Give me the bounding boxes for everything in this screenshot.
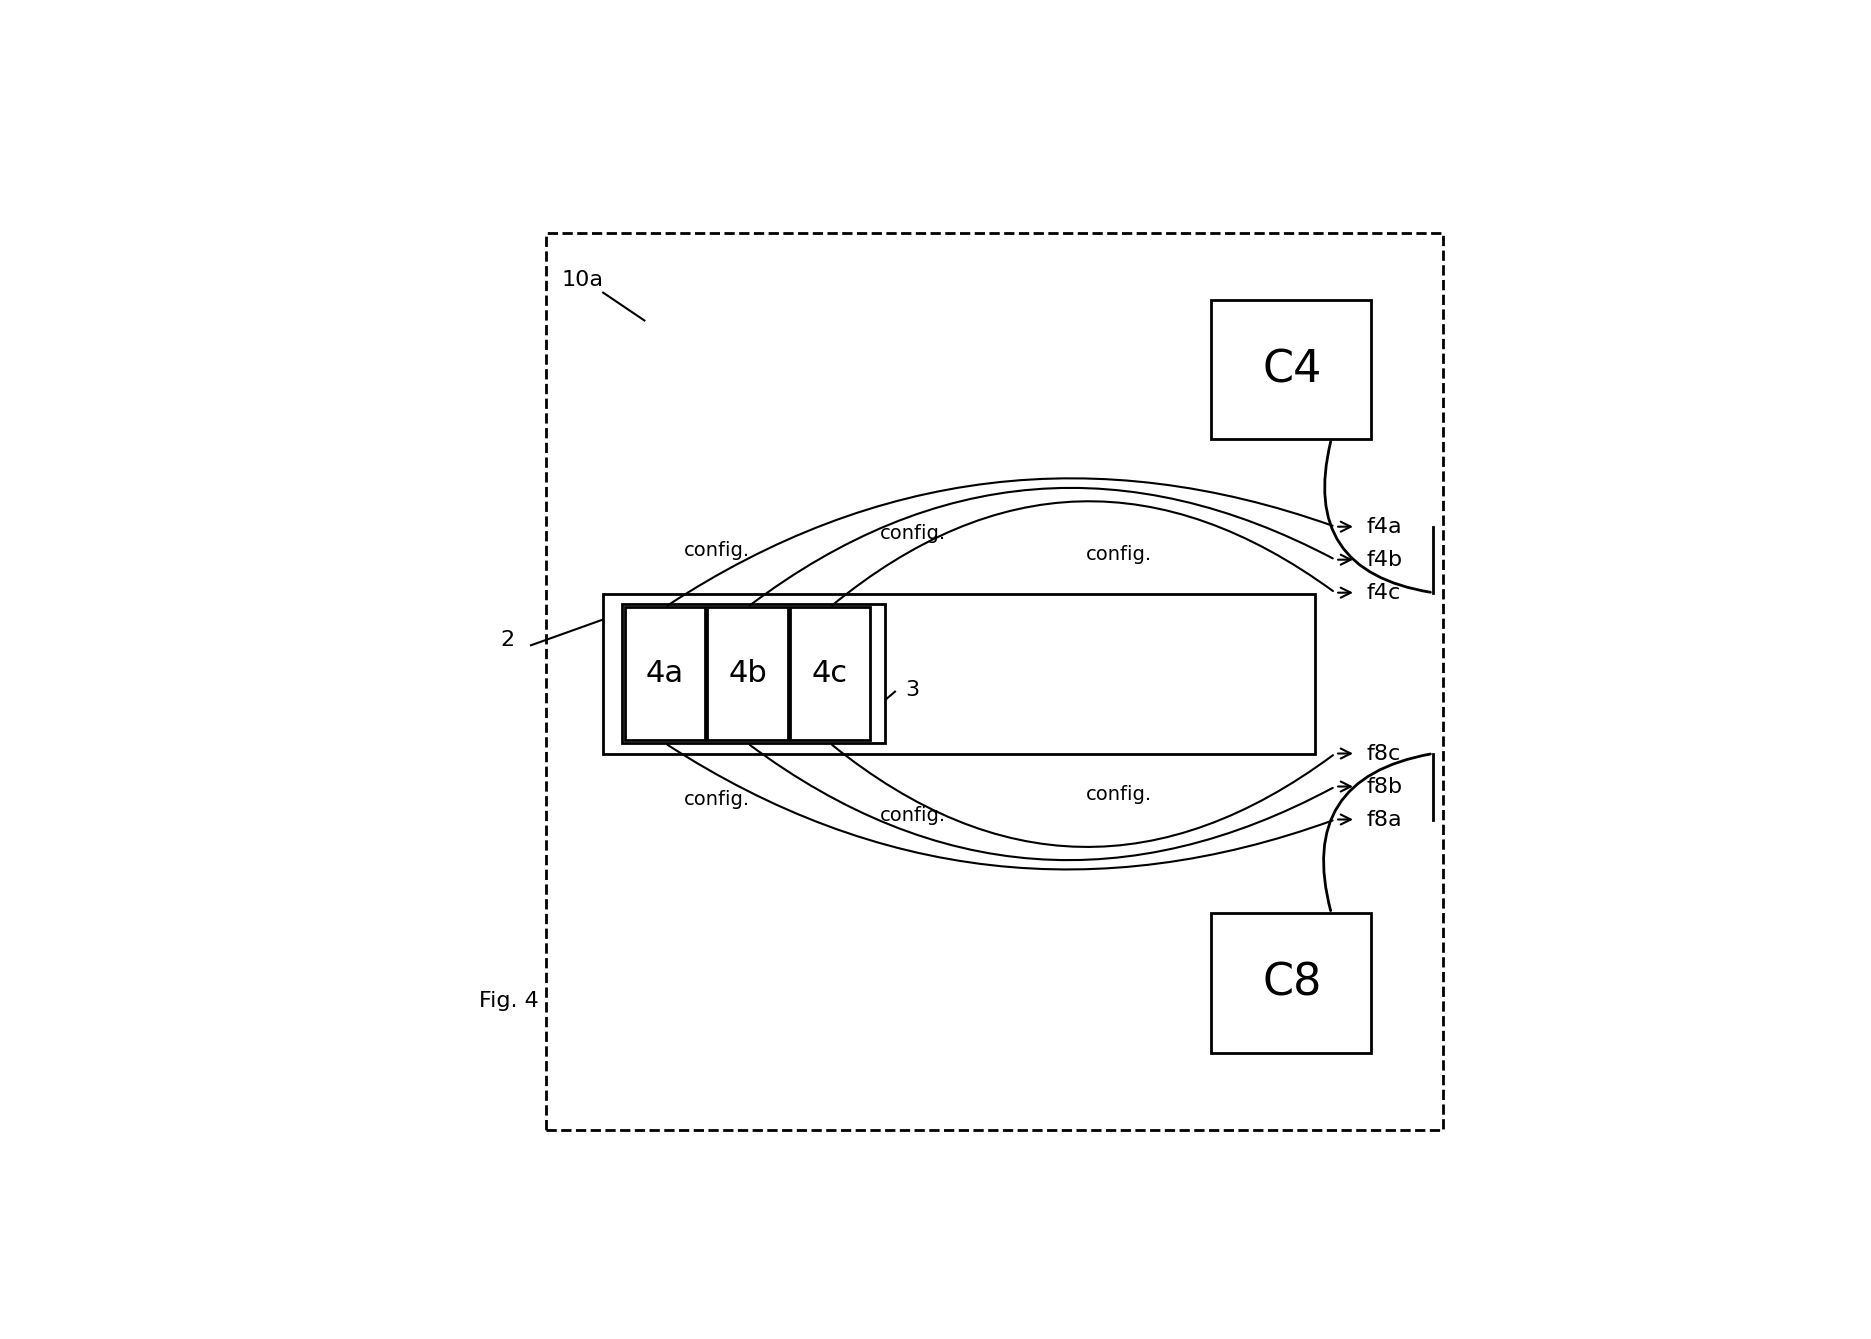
Text: f8a: f8a bbox=[1366, 810, 1401, 829]
Text: f4c: f4c bbox=[1366, 582, 1400, 603]
Text: Fig. 4: Fig. 4 bbox=[479, 991, 539, 1011]
Bar bbox=[602, 593, 1315, 754]
Text: 3: 3 bbox=[906, 680, 919, 699]
Text: 10a: 10a bbox=[561, 269, 604, 289]
Bar bbox=[1212, 913, 1371, 1052]
Text: 4b: 4b bbox=[728, 659, 767, 688]
Text: config.: config. bbox=[1085, 545, 1153, 564]
Text: 4a: 4a bbox=[645, 659, 685, 688]
Bar bbox=[625, 607, 705, 740]
Text: f4b: f4b bbox=[1366, 550, 1401, 569]
Text: 2: 2 bbox=[500, 631, 515, 651]
Bar bbox=[707, 607, 788, 740]
Bar bbox=[546, 233, 1443, 1130]
Text: C4: C4 bbox=[1263, 348, 1321, 391]
Bar bbox=[621, 604, 885, 743]
Text: f8c: f8c bbox=[1366, 743, 1400, 763]
Text: f8b: f8b bbox=[1366, 777, 1401, 797]
Text: config.: config. bbox=[683, 790, 750, 809]
Text: config.: config. bbox=[683, 541, 750, 560]
Text: 4c: 4c bbox=[812, 659, 848, 688]
Text: f4a: f4a bbox=[1366, 517, 1401, 537]
Text: config.: config. bbox=[879, 525, 945, 544]
Text: C8: C8 bbox=[1263, 961, 1321, 1006]
Text: config.: config. bbox=[1085, 785, 1153, 805]
Bar bbox=[790, 607, 870, 740]
Bar bbox=[1212, 300, 1371, 439]
Text: config.: config. bbox=[879, 806, 945, 825]
